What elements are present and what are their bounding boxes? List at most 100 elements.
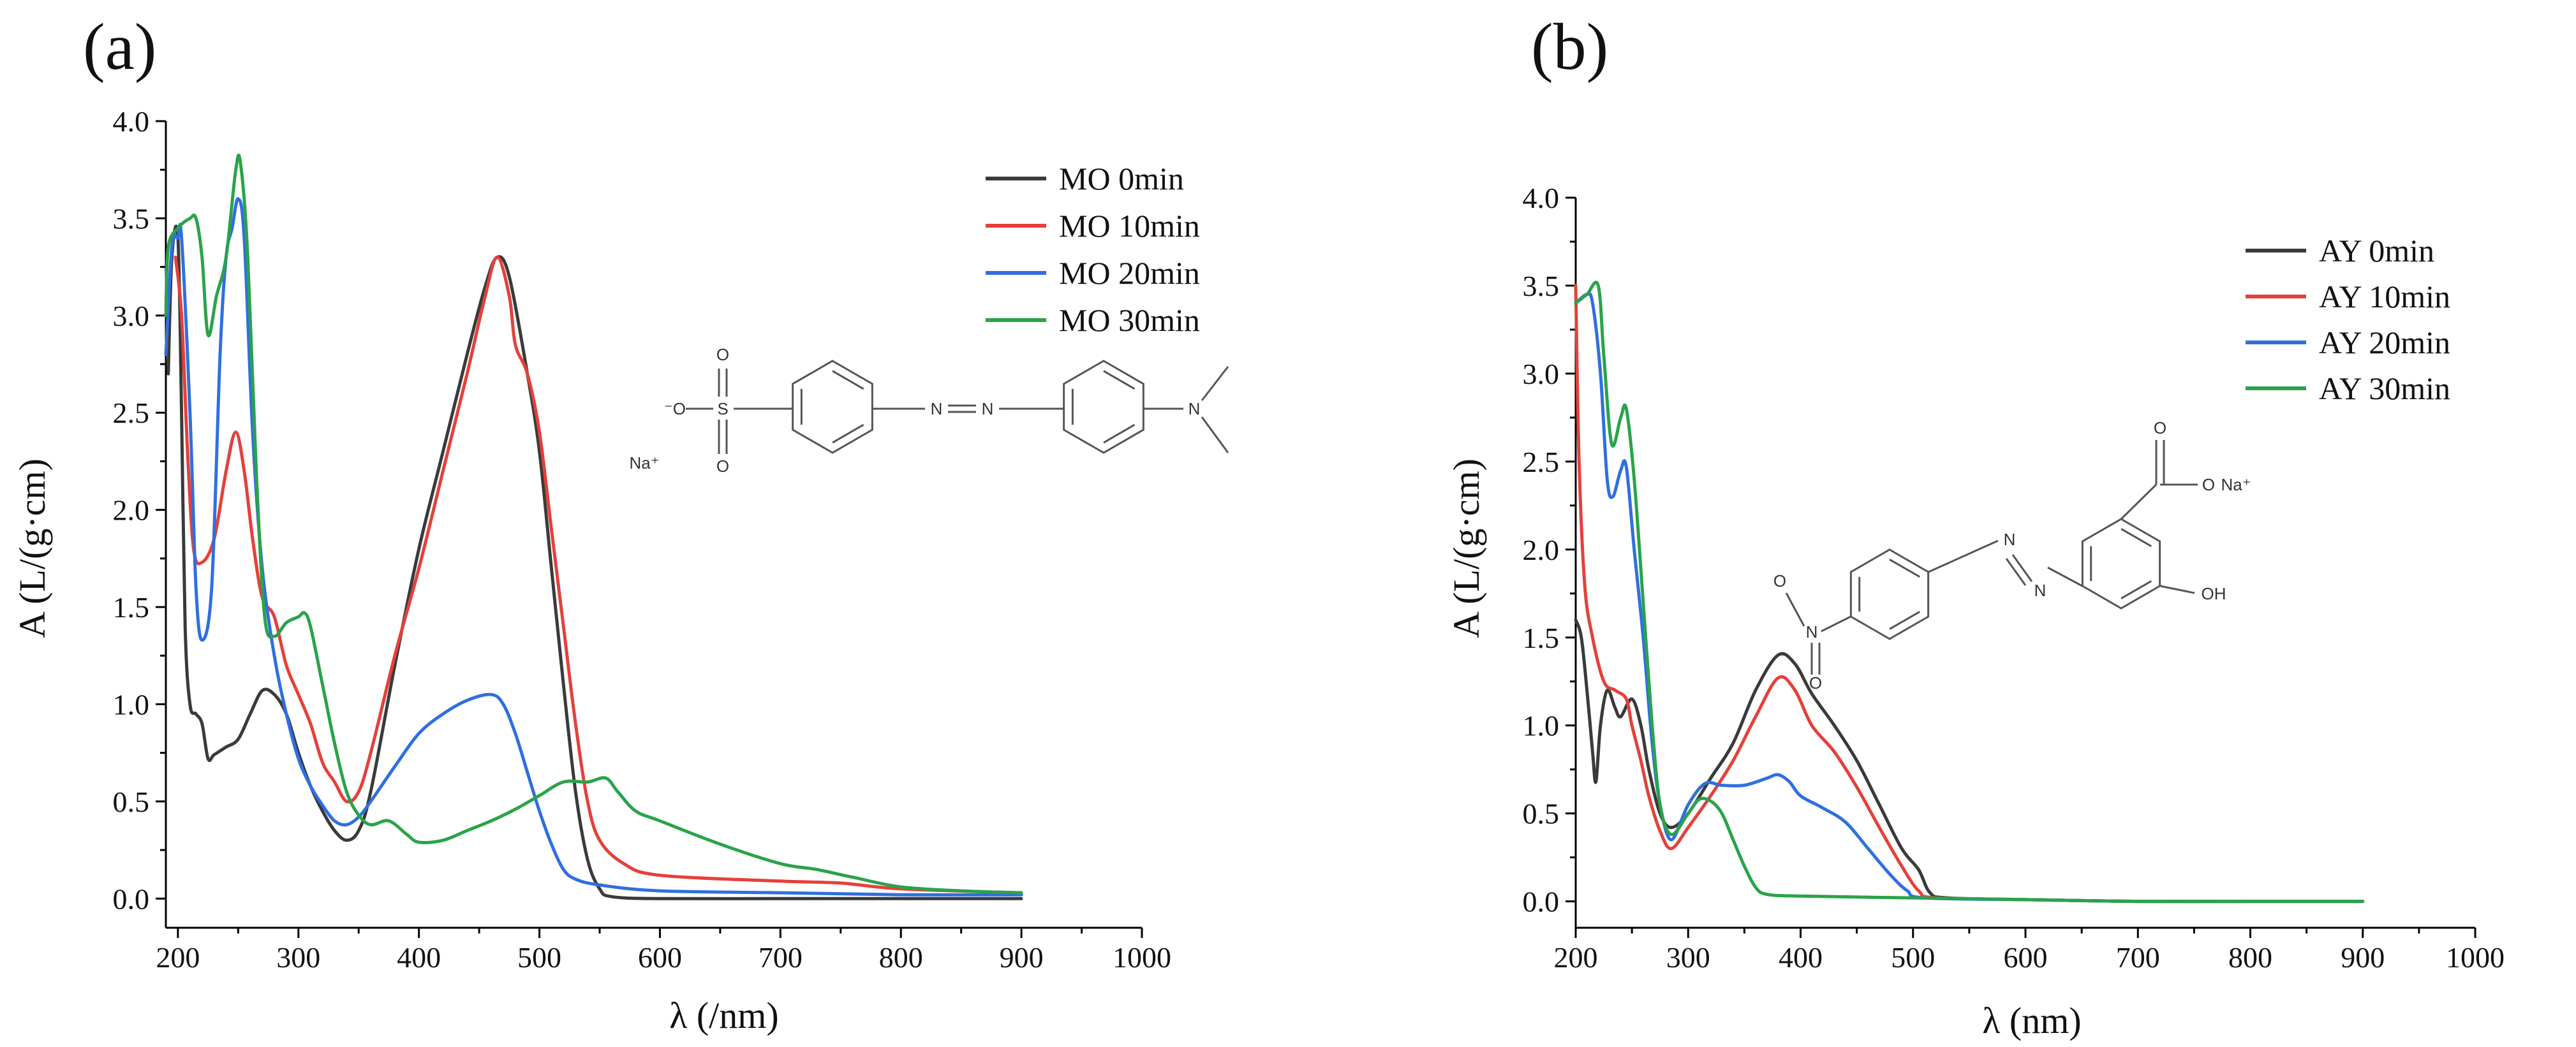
mo-label-n2: N [982,399,994,418]
x-tick-label-b-400: 400 [1779,941,1823,974]
y-tick-label-b-1: 0.5 [1523,798,1560,830]
y-tick-label-a-7: 3.5 [113,202,150,235]
mo-ring-1-double-bond [832,423,864,444]
x-tick-label-b-800: 800 [2228,941,2272,974]
x-tick-label-a-400: 400 [397,941,441,974]
ay-label-n3: N [1806,622,1818,641]
mo-ring-1 [792,360,873,454]
mo-bond-me-1 [1201,366,1229,401]
x-tick-label-a-300: 300 [276,941,320,974]
x-tick-label-b-300: 300 [1666,941,1710,974]
ay-ring-2 [1849,548,1930,640]
legend-label-a-2: MO 20min [1059,255,1200,291]
legend-label-b-3: AY 30min [2319,370,2450,406]
ay-ring-1-ring [2081,518,2161,610]
ay-ring-2-ring [1849,548,1930,640]
y-tick-label-a-1: 0.5 [113,786,150,818]
ay-ring-1-double-bond [2121,580,2152,599]
ay-azo-bond-1 [2011,554,2033,582]
chart-panel-b: (b) O O Na⁺ OH N N N O O 200 300 400 500 600 700 800 90… [1446,10,2505,1041]
y-tick-label-a-0: 0.0 [113,882,150,915]
mo-label-na: Na⁺ [630,453,660,472]
panel-label-a: (a) [83,10,156,84]
series-line-a-1 [174,255,1023,895]
ay-label-o2: O [1809,673,1822,692]
mo-label-o-top: O [716,345,729,364]
y-tick-label-a-4: 2.0 [113,494,150,527]
x-tick-label-b-200: 200 [1554,941,1598,974]
ay-ring-1-double-bond [2121,528,2152,547]
ay-ring-1 [2081,518,2161,610]
series-line-b-0 [1574,618,2365,904]
mo-label-o-minus: ⁻O [664,399,686,418]
mo-bond-me-2 [1201,416,1229,453]
y-tick-label-b-5: 2.5 [1523,446,1560,478]
x-tick-label-a-200: 200 [156,941,200,974]
ay-bond-ring-oh [2159,585,2195,594]
x-tick-label-b-700: 700 [2116,941,2160,974]
series-line-a-0 [167,224,1023,901]
ay-label-o-minus: O [2202,475,2215,494]
x-tick-label-b-900: 900 [2341,941,2385,974]
mo-ring-2 [1063,360,1144,454]
y-tick-label-b-3: 1.5 [1523,622,1560,654]
y-tick-label-a-6: 3.0 [113,300,150,332]
y-tick-label-a-5: 2.5 [113,397,150,429]
mo-label-s: S [717,399,728,418]
legend-label-a-0: MO 0min [1059,161,1184,196]
chart-panel-a: (a) Na⁺ ⁻O S O O N N N 200 300 400 500 600 700 800 900… [11,10,1229,1036]
ay-label-n1: N [2034,581,2047,600]
ay-label-o-top: O [2154,418,2166,437]
alizarin-yellow-structure: O O Na⁺ OH N N N O O [1773,418,2251,692]
ay-bond-ring-no2 [1821,615,1851,633]
x-tick-label-a-500: 500 [517,941,561,974]
series-line-b-3 [1574,281,2365,904]
ay-ring-2-double-bond [1889,611,1921,630]
x-tick-label-b-500: 500 [1891,941,1935,974]
plot-area-b: 200 300 400 500 600 700 800 900 1000 0.0 0.5 1.0 1.5… [1523,182,2505,974]
series-line-b-1 [1574,284,2365,904]
legend-label-b-2: AY 20min [2319,325,2450,360]
panel-label-b: (b) [1531,10,1608,84]
methyl-orange-structure: Na⁺ ⁻O S O O N N N [630,345,1229,476]
y-tick-label-b-6: 3.0 [1523,358,1560,390]
series-line-a-2 [164,197,1023,897]
ay-label-n2: N [2004,530,2016,549]
legend-label-a-3: MO 30min [1059,302,1200,338]
legend-a: MO 0min MO 10min MO 20min MO 30min [986,161,1200,338]
x-tick-label-a-900: 900 [1000,941,1044,974]
ay-ring-2-double-bond [1889,559,1921,578]
y-tick-label-b-8: 4.0 [1523,182,1560,214]
y-tick-label-b-4: 2.0 [1523,534,1560,566]
series-line-b-2 [1574,292,2365,904]
series-line-a-3 [164,153,1023,895]
y-tick-label-a-8: 4.0 [113,105,150,138]
x-tick-label-b-1000: 1000 [2446,941,2505,974]
mo-label-n3: N [1188,399,1201,418]
x-tick-label-a-600: 600 [638,941,682,974]
x-axis-label-b: λ (nm) [1982,1000,2081,1041]
mo-ring-2-double-bond [1103,423,1136,444]
plot-area-a: 200 300 400 500 600 700 800 900 1000 0.0 0.5 1.0 1.5… [113,105,1172,974]
mo-ring-2-ring [1063,360,1144,454]
ay-label-na: Na⁺ [2221,475,2251,494]
y-tick-label-b-7: 3.5 [1523,270,1560,302]
legend-label-b-0: AY 0min [2319,233,2434,268]
y-tick-label-a-3: 1.5 [113,591,150,624]
ay-azo-bond-2 [2005,558,2027,586]
legend-label-a-1: MO 10min [1059,208,1200,244]
x-tick-label-a-700: 700 [759,941,803,974]
x-axis-label-a: λ (/nm) [669,995,778,1036]
y-tick-label-b-2: 1.0 [1523,710,1560,742]
ay-bond-n-o1 [1785,592,1805,627]
ay-bond-n-ring [1928,539,1999,573]
ay-bond-ring-n [2047,566,2083,587]
y-tick-label-b-0: 0.0 [1523,886,1560,918]
y-axis-label-b: A (L/(g·cm) [1446,458,1487,638]
y-axis-label-a: A (L/(g·cm) [11,458,53,638]
mo-label-o-bottom: O [716,457,729,476]
legend-b: AY 0min AY 10min AY 20min AY 30min [2246,233,2450,406]
mo-label-n1: N [931,399,943,418]
ay-bond-ring-c [2120,483,2158,520]
